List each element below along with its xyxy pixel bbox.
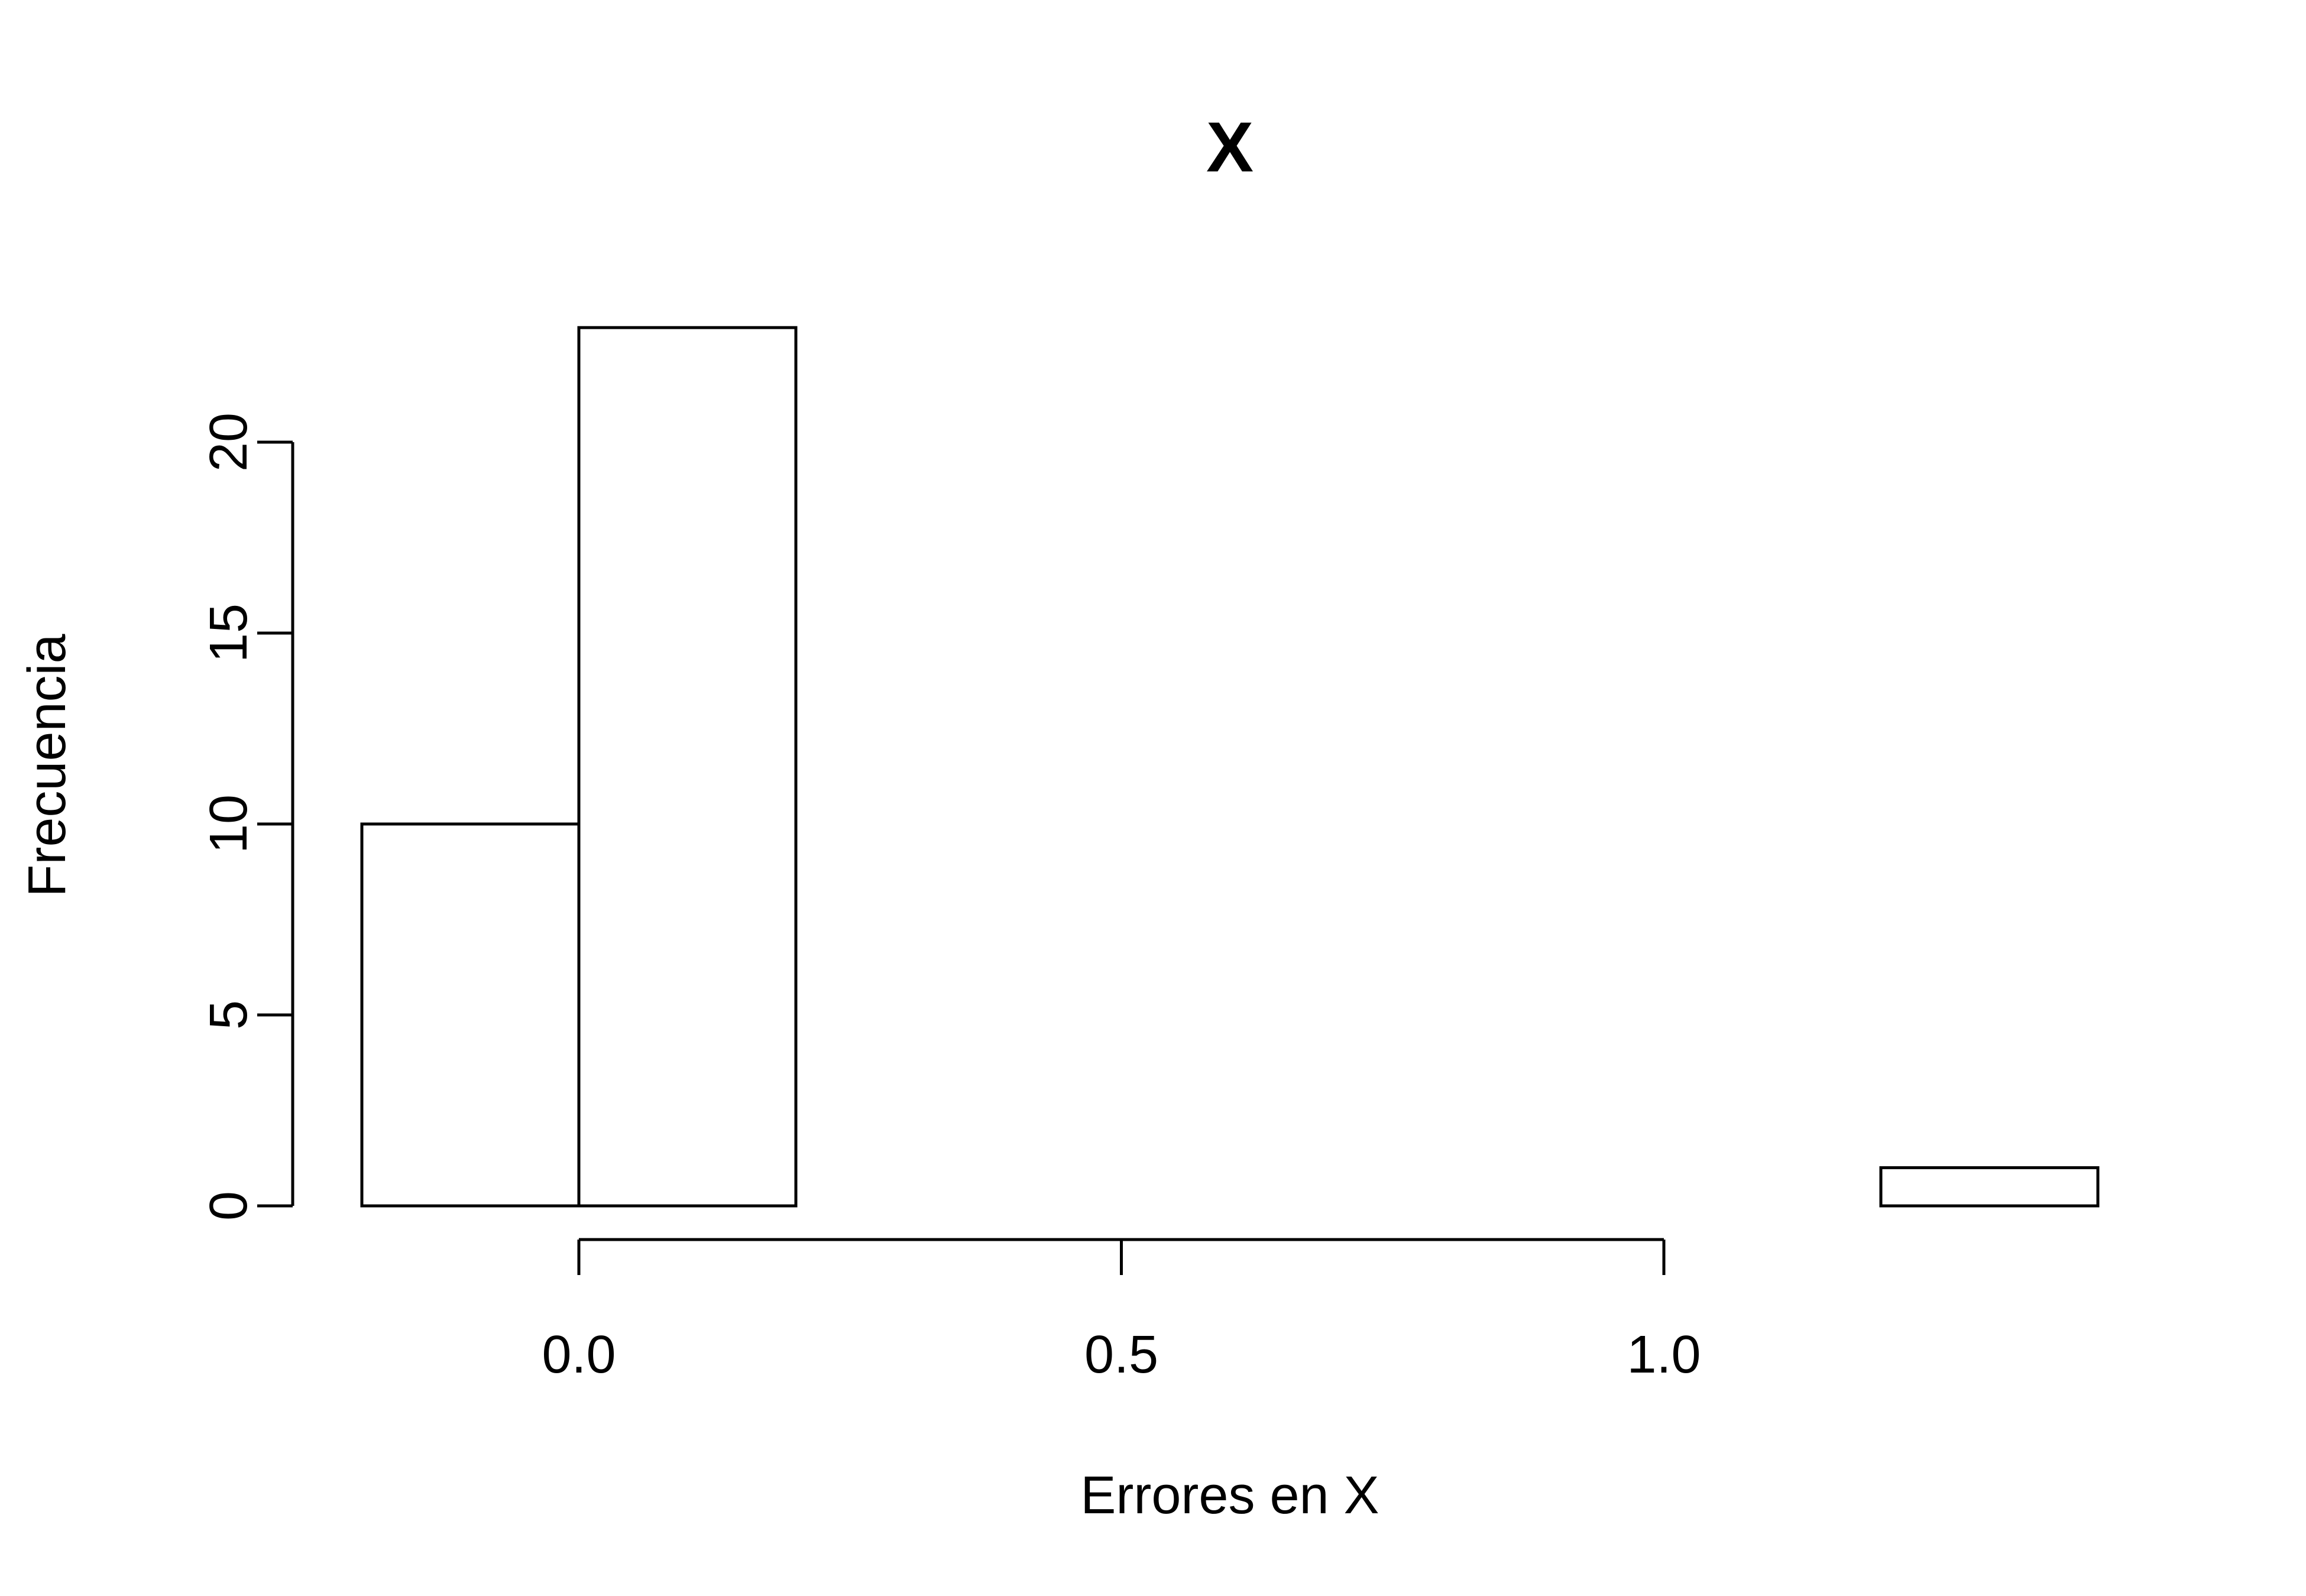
y-tick-label: 20 — [199, 413, 258, 472]
bars-layer — [360, 326, 2100, 1208]
x-axis: 0.0 0.5 1.0 — [542, 1238, 1701, 1384]
y-tick-label: 15 — [199, 604, 258, 663]
chart-title: X — [1206, 108, 1254, 187]
x-tick-label: 1.0 — [1627, 1325, 1701, 1384]
y-axis-label: Frecuencia — [18, 633, 77, 897]
histogram-bar — [360, 822, 581, 1208]
histogram-bar — [1879, 1166, 2100, 1208]
y-tick-label: 5 — [199, 1000, 258, 1030]
y-axis: 0 5 10 15 20 — [199, 413, 294, 1221]
histogram-bar — [577, 326, 798, 1208]
x-tick-label: 0.0 — [542, 1325, 616, 1384]
x-tick-label: 0.5 — [1084, 1325, 1158, 1384]
y-tick-label: 10 — [199, 794, 258, 854]
x-axis-label: Errores en X — [1080, 1466, 1379, 1525]
y-tick-label: 0 — [199, 1191, 258, 1221]
